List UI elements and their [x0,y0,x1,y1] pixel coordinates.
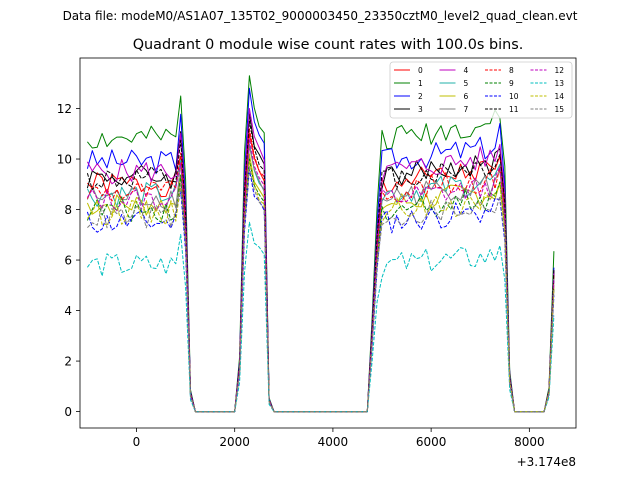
legend-label: 14 [555,92,565,101]
x-tick-label: 6000 [416,435,447,449]
x-axis: 0 2000 4000 6000 8000 [133,428,545,449]
plot-area [80,58,576,428]
legend-label: 7 [464,105,469,114]
y-tick-label: 2 [64,355,72,369]
axes-frame [79,57,577,429]
chart-title: Quadrant 0 module wise count rates with … [133,37,524,53]
y-tick-label: 4 [64,304,72,318]
x-tick-label: 0 [133,435,141,449]
x-tick-label: 8000 [514,435,545,449]
legend-label: 8 [509,66,514,75]
legend-label: 15 [555,105,565,114]
y-axis: 0 2 4 6 8 10 12 [57,102,80,419]
x-tick-label: 4000 [318,435,349,449]
legend-label: 2 [418,92,423,101]
y-tick-label: 0 [64,405,72,419]
legend-label: 11 [509,105,519,114]
y-tick-label: 12 [57,102,72,116]
legend-frame [389,61,573,119]
legend-label: 0 [418,66,423,75]
legend-label: 6 [464,92,469,101]
x-offset-label: +3.174e8 [517,455,576,469]
legend-label: 3 [418,105,423,114]
x-tick-label: 2000 [219,435,250,449]
legend-label: 1 [418,79,423,88]
y-tick-label: 6 [64,254,72,268]
legend-label: 13 [555,79,565,88]
legend-label: 9 [509,79,514,88]
legend-label: 10 [509,92,519,101]
y-tick-label: 8 [64,203,72,217]
series-line-10 [86,168,555,413]
figure-suptitle: Data file: modeM0/AS1A07_135T02_90000034… [63,9,578,23]
legend-label: 12 [555,66,565,75]
series-line-12 [86,138,555,413]
series-layer [86,75,555,413]
legend-label: 5 [464,79,469,88]
series-line-15 [87,166,555,413]
y-tick-label: 10 [57,153,72,167]
legend-label: 4 [464,66,469,75]
